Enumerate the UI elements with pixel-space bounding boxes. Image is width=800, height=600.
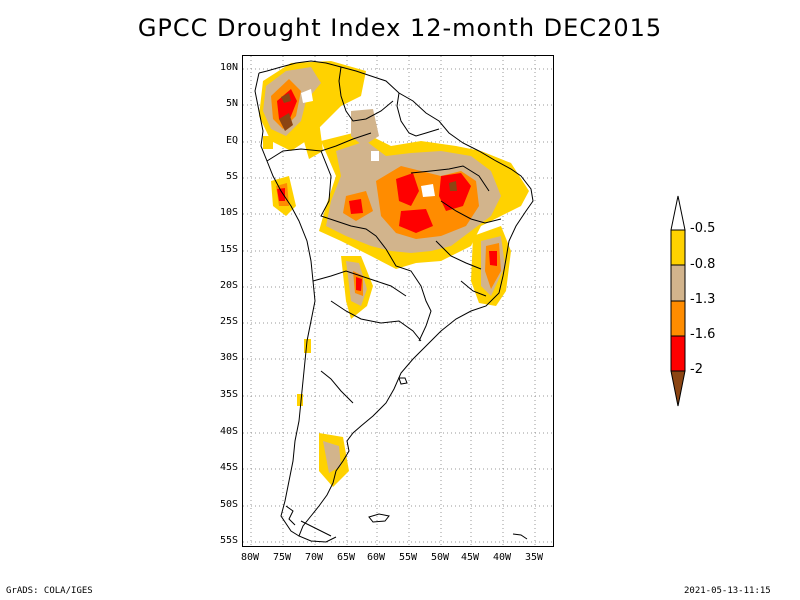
latitude-label: 15S [219,244,238,255]
longitude-label: 55W [398,552,418,563]
longitude-label: 60W [366,552,386,563]
no-drought-patches [301,89,435,197]
legend-label: -1.6 [690,327,716,342]
legend-colorbar [670,195,686,407]
longitude-label: 70W [304,552,324,563]
latitude-label: EQ [225,135,238,146]
latitude-label: 10N [219,62,238,73]
drought-level-red [277,89,497,291]
latitude-label: 35S [219,389,238,400]
legend-swatch-red [670,335,686,372]
legend-label: -0.5 [690,221,716,236]
longitude-label: 45W [460,552,480,563]
latitude-label: 50S [219,499,238,510]
longitude-label: 65W [336,552,356,563]
latitude-label: 40S [219,426,238,437]
legend-swatch-yellow [670,229,686,266]
legend-label: -2 [690,362,703,377]
drought-level-brown [279,93,457,191]
legend-label: -1.3 [690,292,716,307]
map-plot-area [242,55,554,547]
longitude-label: 50W [430,552,450,563]
footer-credit: GrADS: COLA/IGES [6,586,93,596]
longitude-label: 80W [240,552,260,563]
longitude-label: 75W [272,552,292,563]
latitude-label: 30S [219,352,238,363]
legend-swatch-brown [670,370,686,407]
longitude-label: 35W [524,552,544,563]
drought-map [243,56,553,546]
coastline [254,60,534,543]
latitude-label: 5N [225,98,238,109]
latitude-label: 10S [219,207,238,218]
legend-label: -0.8 [690,257,716,272]
latitude-label: 25S [219,316,238,327]
latitude-label: 5S [225,171,238,182]
legend-swatch-tan [670,264,686,302]
legend-swatch-light [670,195,686,231]
legend-swatch-orange [670,300,686,337]
latitude-label: 45S [219,462,238,473]
chart-title: GPCC Drought Index 12-month DEC2015 [137,14,663,42]
longitude-label: 40W [492,552,512,563]
latitude-label: 20S [219,280,238,291]
islands [285,377,528,540]
footer-timestamp: 2021-05-13-11:15 [684,586,771,596]
latitude-label: 55S [219,535,238,546]
